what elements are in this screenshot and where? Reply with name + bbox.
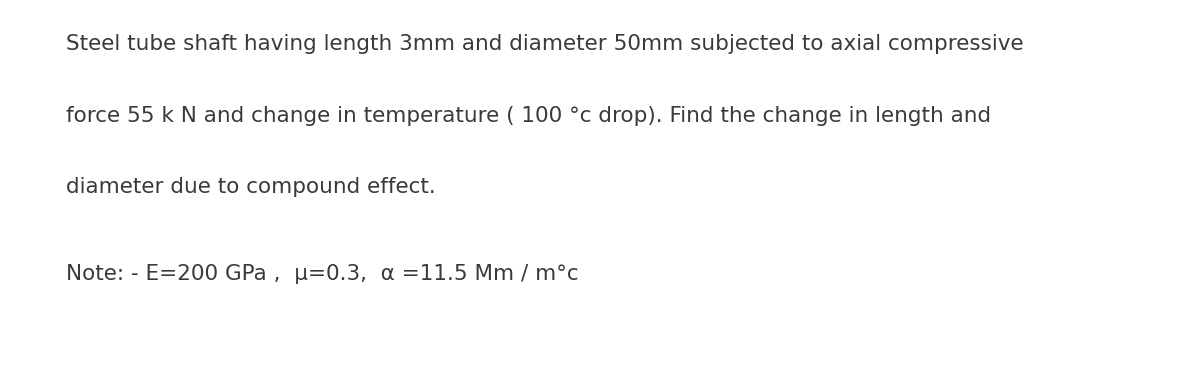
- Text: Note: - E=200 GPa ,  μ=0.3,  α =11.5 Mm / m°c: Note: - E=200 GPa , μ=0.3, α =11.5 Mm / …: [66, 264, 578, 284]
- Text: Steel tube shaft having length 3mm and diameter 50mm subjected to axial compress: Steel tube shaft having length 3mm and d…: [66, 34, 1024, 54]
- Text: force 55 k N and change in temperature ( 100 °c drop). Find the change in length: force 55 k N and change in temperature (…: [66, 106, 991, 126]
- Text: diameter due to compound effect.: diameter due to compound effect.: [66, 177, 436, 197]
